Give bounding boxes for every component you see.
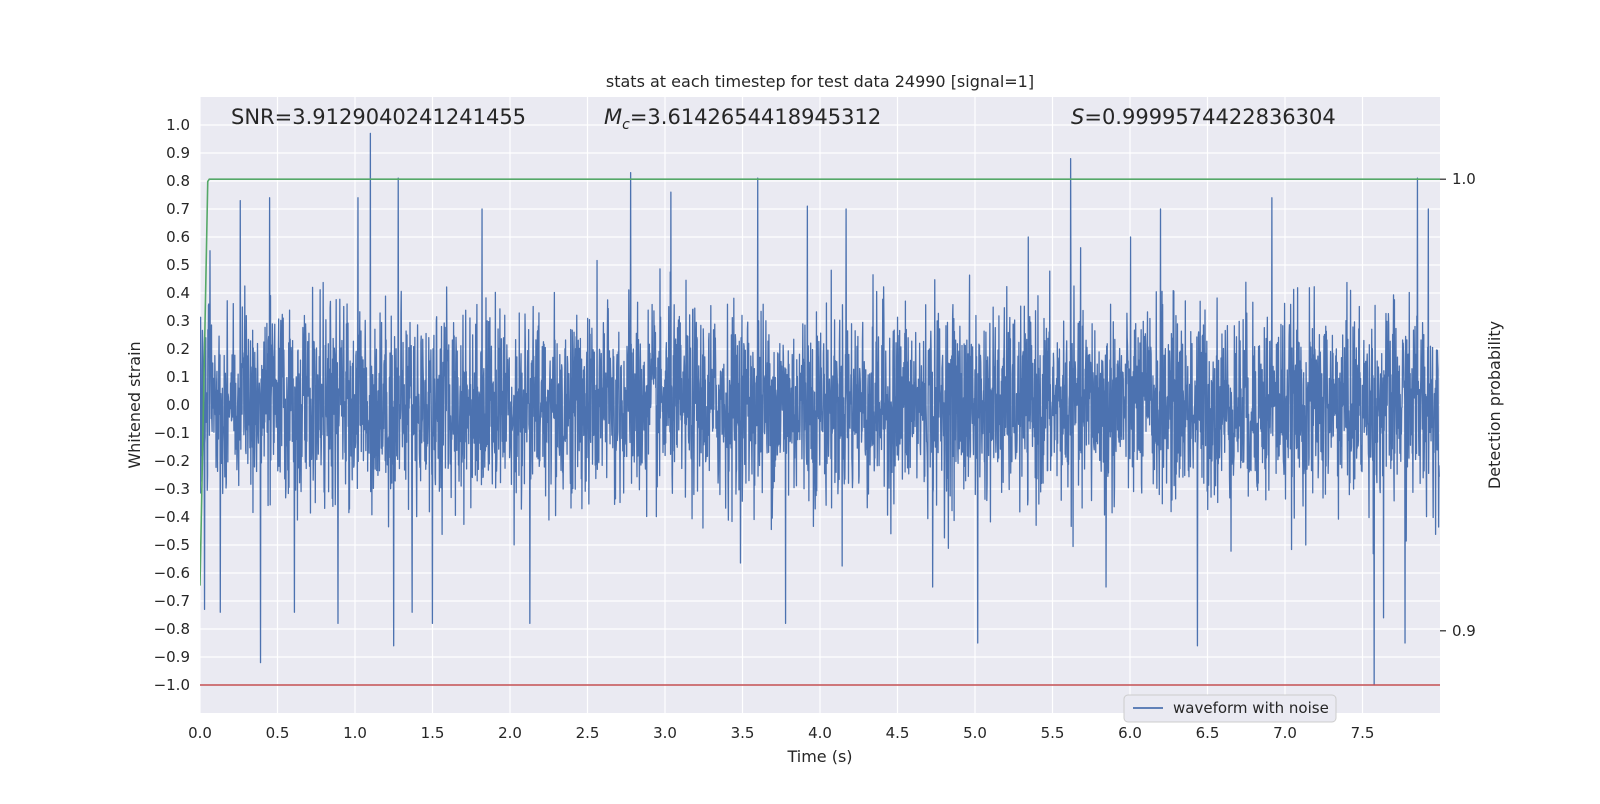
snr-annotation: SNR=3.9129040241241455 <box>231 105 526 129</box>
chart-title: stats at each timestep for test data 249… <box>606 72 1034 91</box>
y-tick-label: −1.0 <box>154 676 190 694</box>
y2-axis-title: Detection probability <box>1485 321 1504 489</box>
y2-tick-label: 0.9 <box>1452 622 1476 640</box>
series-layer <box>200 132 1440 686</box>
y-tick-label: 1.0 <box>166 116 190 134</box>
x-tick-label: 4.0 <box>808 724 832 742</box>
y-tick-label: 0.5 <box>166 256 190 274</box>
chirp-mass-subscript: c <box>622 117 630 133</box>
annotations: SNR=3.9129040241241455 Mc=3.614265441894… <box>231 105 1336 133</box>
y-tick-label: −0.1 <box>154 424 190 442</box>
y-axis-title: Whitened strain <box>125 341 144 468</box>
y-tick-label: −0.7 <box>154 592 190 610</box>
y-tick-label: −0.8 <box>154 620 190 638</box>
x-tick-label: 0.0 <box>188 724 212 742</box>
x-tick-label: 7.5 <box>1351 724 1375 742</box>
chirp-mass-annotation: Mc=3.6142654418945312 <box>604 105 881 133</box>
x-tick-label: 5.0 <box>963 724 987 742</box>
y-tick-label: 0.9 <box>166 144 190 162</box>
x-tick-label: 3.5 <box>731 724 755 742</box>
y-tick-label: 0.7 <box>166 200 190 218</box>
x-tick-label: 2.5 <box>576 724 600 742</box>
y-tick-label: 0.1 <box>166 368 190 386</box>
y-tick-label: −0.5 <box>154 536 190 554</box>
y-tick-label: −0.2 <box>154 452 190 470</box>
score-symbol: S <box>1071 105 1084 129</box>
x-tick-label: 1.5 <box>421 724 445 742</box>
waveform-with-noise-line <box>200 132 1440 686</box>
y-tick-label: 0.6 <box>166 228 190 246</box>
chirp-mass-symbol: M <box>604 105 622 129</box>
x-tick-label: 6.5 <box>1196 724 1220 742</box>
x-tick-label: 6.0 <box>1118 724 1142 742</box>
y-tick-label: 0.4 <box>166 284 190 302</box>
legend-label-waveform: waveform with noise <box>1173 699 1329 717</box>
score-value: =0.9999574422836304 <box>1084 105 1335 129</box>
y-tick-label: −0.3 <box>154 480 190 498</box>
x-tick-label: 5.5 <box>1041 724 1065 742</box>
score-annotation: S=0.9999574422836304 <box>1071 105 1336 129</box>
legend-box <box>1123 694 1337 723</box>
y-tick-label: 0.8 <box>166 172 190 190</box>
axes: 0.0 0.5 1.0 1.5 2.0 2.5 3.0 3.5 4.0 4.5 5.0 5.5 6.0 6… <box>154 116 1476 742</box>
y-tick-label: −0.9 <box>154 648 190 666</box>
x-tick-label: 2.0 <box>498 724 522 742</box>
chirp-mass-value: =3.6142654418945312 <box>630 105 881 129</box>
y-tick-label: 0.2 <box>166 340 190 358</box>
y2-tick-label: 1.0 <box>1452 170 1476 188</box>
y-tick-label: −0.4 <box>154 508 190 526</box>
x-tick-label: 1.0 <box>343 724 367 742</box>
y-tick-label: 0.0 <box>166 396 190 414</box>
x-tick-label: 4.5 <box>886 724 910 742</box>
x-tick-label: 3.0 <box>653 724 677 742</box>
x-axis-title: Time (s) <box>786 747 852 766</box>
x-tick-label: 7.0 <box>1273 724 1297 742</box>
y-tick-label: 0.3 <box>166 312 190 330</box>
x-tick-label: 0.5 <box>266 724 290 742</box>
y-tick-label: −0.6 <box>154 564 190 582</box>
legend: waveform with noise <box>1123 694 1337 723</box>
detection-probability-line <box>200 178 1440 586</box>
